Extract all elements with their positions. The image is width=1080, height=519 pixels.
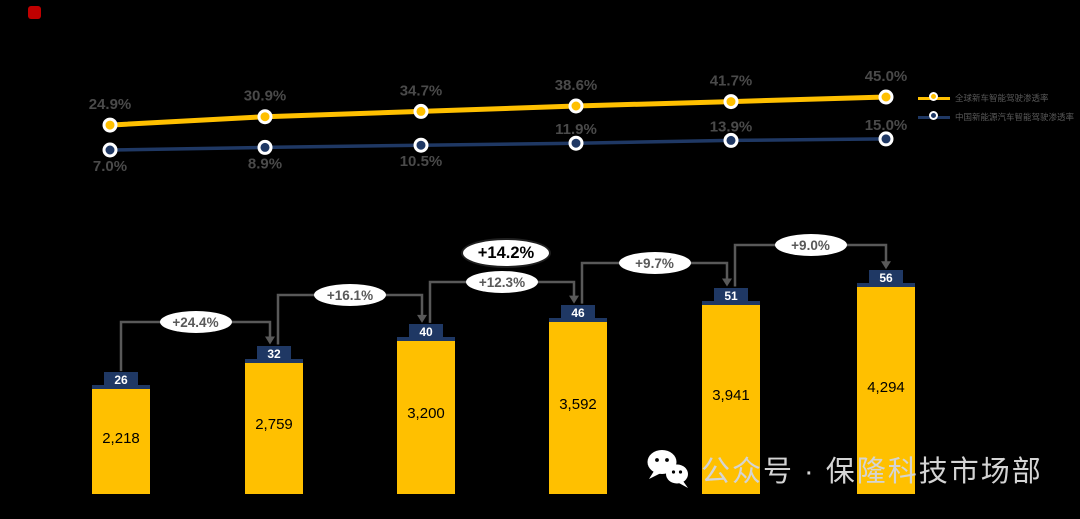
point-label: 24.9% bbox=[89, 96, 132, 113]
legend-item-china-line[interactable]: 中国新能源汽车智能驾驶渗透率 bbox=[918, 111, 1074, 123]
bar-cap-label-2: 40 bbox=[409, 323, 443, 340]
bar-3[interactable] bbox=[549, 317, 607, 494]
arrow-down-icon bbox=[722, 278, 732, 287]
watermark: 公众号 · 保隆科技市场部 bbox=[645, 448, 1043, 490]
growth-connector-3 bbox=[580, 261, 729, 304]
arrow-down-icon bbox=[881, 261, 891, 270]
growth-connector-2 bbox=[428, 280, 576, 323]
data-point-marker-china-1[interactable] bbox=[257, 139, 273, 155]
data-point-marker-global-3[interactable] bbox=[568, 98, 584, 114]
red-corner-marker bbox=[28, 6, 41, 19]
data-point-marker-china-0[interactable] bbox=[102, 142, 118, 158]
yellow-line-marker-icon bbox=[918, 92, 950, 103]
bar-cap-label-1: 32 bbox=[257, 345, 291, 362]
arrow-down-icon bbox=[569, 295, 579, 304]
point-label: 34.7% bbox=[400, 82, 443, 99]
line-series-china bbox=[108, 137, 888, 152]
growth-connector-4 bbox=[733, 243, 888, 287]
legend-label-global: 全球新车智能驾驶渗透率 bbox=[955, 93, 1049, 103]
bar-value-label-5: 4,294 bbox=[867, 378, 905, 396]
bar-value-label-2: 3,200 bbox=[407, 405, 445, 423]
point-label: 30.9% bbox=[244, 88, 287, 105]
bar-cap-label-4: 51 bbox=[714, 287, 748, 304]
data-point-marker-global-5[interactable] bbox=[878, 89, 894, 105]
data-point-marker-china-2[interactable] bbox=[413, 137, 429, 153]
data-point-marker-china-3[interactable] bbox=[568, 135, 584, 151]
point-label: 10.5% bbox=[400, 153, 443, 170]
bar-cap-label-0: 26 bbox=[104, 372, 138, 389]
point-label: 7.0% bbox=[93, 158, 127, 175]
bar-2[interactable] bbox=[397, 336, 455, 494]
growth-connector-0 bbox=[119, 320, 272, 372]
data-point-marker-china-4[interactable] bbox=[723, 132, 739, 148]
arrow-down-icon bbox=[417, 314, 427, 323]
bar-value-label-1: 2,759 bbox=[255, 416, 293, 434]
point-label: 15.0% bbox=[865, 117, 908, 134]
bar-value-label-3: 3,592 bbox=[559, 395, 597, 413]
bar-cap-label-5: 56 bbox=[869, 270, 903, 287]
navy-line-marker-icon bbox=[918, 111, 950, 122]
chart-legend: 全球新车智能驾驶渗透率 中国新能源汽车智能驾驶渗透率 bbox=[918, 92, 1074, 123]
growth-connector-1 bbox=[276, 293, 424, 345]
bar-1[interactable] bbox=[245, 358, 303, 494]
arrow-down-icon bbox=[265, 336, 275, 345]
point-label: 41.7% bbox=[710, 73, 753, 90]
line-series-global bbox=[107, 94, 889, 128]
data-point-marker-global-0[interactable] bbox=[102, 117, 118, 133]
legend-item-global-line[interactable]: 全球新车智能驾驶渗透率 bbox=[918, 92, 1074, 104]
point-label: 8.9% bbox=[248, 155, 282, 172]
point-label: 13.9% bbox=[710, 118, 753, 135]
data-point-marker-global-2[interactable] bbox=[413, 103, 429, 119]
legend-label-china: 中国新能源汽车智能驾驶渗透率 bbox=[955, 112, 1075, 122]
point-label: 38.6% bbox=[555, 77, 598, 94]
bar-value-label-0: 2,218 bbox=[102, 429, 140, 447]
watermark-text: 公众号 · 保隆科技市场部 bbox=[701, 456, 1043, 488]
wechat-icon bbox=[645, 448, 691, 490]
bar-cap-label-3: 46 bbox=[561, 304, 595, 321]
data-point-marker-china-5[interactable] bbox=[878, 131, 894, 147]
bar-value-label-4: 3,941 bbox=[712, 387, 750, 405]
data-point-marker-global-4[interactable] bbox=[723, 94, 739, 110]
data-point-marker-global-1[interactable] bbox=[257, 109, 273, 125]
point-label: 45.0% bbox=[865, 68, 908, 85]
point-label: 11.9% bbox=[555, 121, 597, 138]
